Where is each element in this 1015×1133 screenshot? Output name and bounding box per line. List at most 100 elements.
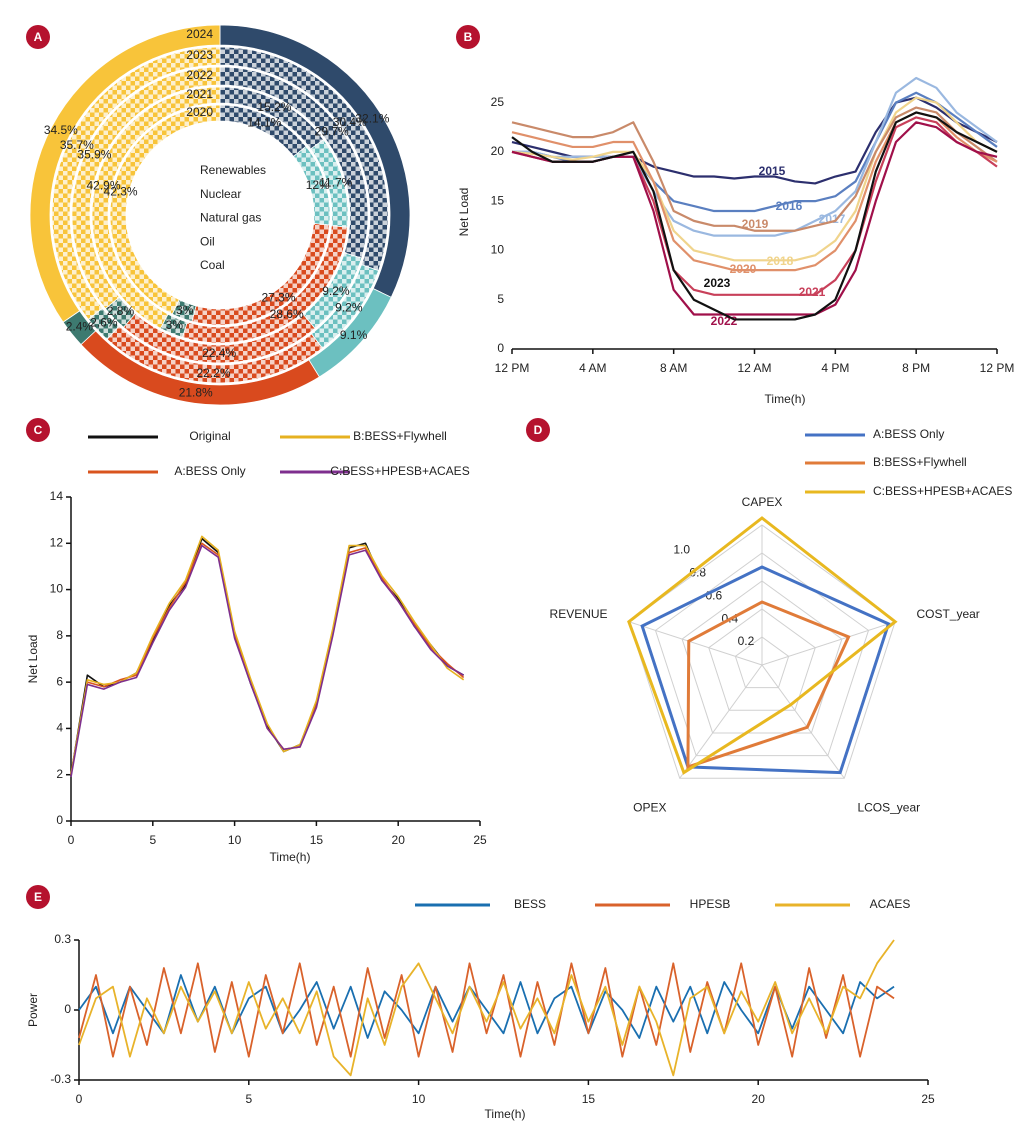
panel-badge — [26, 418, 50, 442]
x-tick-label: 15 — [582, 1092, 596, 1106]
x-tick-label: 8 PM — [902, 361, 930, 375]
y-axis-title: Net Load — [457, 188, 471, 237]
series-line — [78, 939, 895, 1077]
category-label: Nuclear — [200, 187, 241, 201]
y-tick-label: 4 — [56, 721, 63, 735]
segment-label: 35.9% — [77, 148, 111, 162]
series-tag: 2020 — [730, 262, 757, 276]
x-tick-label: 5 — [149, 833, 156, 847]
grid-ring — [654, 552, 870, 757]
panel-letter: D — [534, 423, 543, 437]
segment-label: 2.6% — [90, 316, 118, 330]
segment-label: 9.2% — [322, 284, 350, 298]
y-tick-label: 0 — [56, 813, 63, 827]
series-line — [511, 96, 998, 262]
hatch — [311, 264, 379, 349]
x-tick-label: 25 — [473, 833, 487, 847]
y-tick-label: 8 — [56, 628, 63, 642]
axis-label: REVENUE — [550, 607, 608, 621]
x-axis-title: Time(h) — [485, 1107, 526, 1121]
hatch — [91, 87, 220, 329]
panel-badge — [26, 25, 50, 49]
segment-label: 3% — [166, 318, 184, 332]
segment-label: 29.7% — [315, 124, 349, 138]
panel-letter: C — [34, 423, 43, 437]
hatch — [72, 67, 221, 309]
panel-badge — [26, 885, 50, 909]
y-tick-label: 0 — [64, 1002, 71, 1016]
panel-letter: E — [34, 890, 42, 904]
ring-year: 2024 — [186, 27, 213, 41]
segment-label: 2.4% — [66, 320, 94, 334]
legend-label: B:BESS+Flywhell — [873, 455, 967, 469]
y-tick-label: 0 — [497, 341, 504, 355]
x-tick-label: 12 PM — [980, 361, 1015, 375]
segment-label: 22.2% — [196, 366, 230, 380]
series-tag: 2015 — [759, 164, 786, 178]
r-tick-label: 0.2 — [738, 634, 755, 648]
y-tick-label: 0.3 — [54, 932, 71, 946]
x-tick-label: 8 AM — [660, 361, 687, 375]
x-tick-label: 25 — [921, 1092, 935, 1106]
segment-label: 30.4% — [333, 115, 367, 129]
legend-label: A:BESS Only — [174, 464, 245, 478]
radar-series — [686, 600, 851, 770]
hatch — [172, 299, 197, 322]
segment-label: 2.8% — [107, 304, 135, 318]
y-tick-label: 6 — [56, 674, 63, 688]
donut-segment — [29, 24, 221, 323]
category-label: Coal — [200, 258, 225, 272]
series-line — [511, 111, 998, 321]
panel-badge — [456, 25, 480, 49]
ring-year: 2023 — [186, 48, 213, 62]
segment-label: 14.1% — [247, 115, 281, 129]
series-line — [70, 537, 465, 775]
panel-letter: B — [464, 30, 473, 44]
segment-label: 42.3% — [104, 184, 138, 198]
segment-label: 9.2% — [335, 300, 363, 314]
x-tick-label: 10 — [412, 1092, 426, 1106]
legend-label: HPESB — [690, 897, 731, 911]
segment-label: 32.1% — [355, 111, 389, 125]
ring-year: 2022 — [186, 68, 213, 82]
x-tick-label: 5 — [245, 1092, 252, 1106]
hatch — [52, 47, 221, 320]
legend-label: Original — [189, 429, 230, 443]
y-tick-label: 20 — [491, 144, 505, 158]
hatch — [220, 67, 368, 259]
hatch — [123, 313, 316, 364]
series-tag: 2023 — [704, 276, 731, 290]
x-tick-label: 4 AM — [579, 361, 606, 375]
x-tick-label: 12 AM — [737, 361, 771, 375]
x-tick-label: 12 PM — [495, 361, 530, 375]
series-line — [70, 535, 465, 775]
series-tag: 2018 — [767, 254, 794, 268]
hatch — [182, 225, 348, 343]
y-tick-label: 2 — [56, 767, 63, 781]
segment-label: 22.4% — [202, 346, 236, 360]
grid-ring — [708, 608, 816, 711]
spoke — [761, 621, 896, 666]
series-tag: 2019 — [742, 217, 769, 231]
hatch — [191, 223, 330, 325]
x-tick-label: 20 — [752, 1092, 766, 1106]
category-label: Natural gas — [200, 211, 261, 225]
legend-label: C:BESS+HPESB+ACAES — [330, 464, 469, 478]
category-label: Oil — [200, 234, 215, 248]
donut — [29, 24, 411, 406]
segment-label: 28.6% — [270, 307, 304, 321]
axis-label: OPEX — [633, 801, 666, 815]
legend-label: B:BESS+Flywhell — [353, 429, 447, 443]
y-tick-label: 10 — [50, 582, 64, 596]
segment-label: 9.1% — [340, 328, 368, 342]
grid-ring — [734, 636, 790, 689]
panel-letter: A — [34, 30, 43, 44]
segment-label: 11.7% — [319, 176, 352, 190]
segment-label: 3% — [176, 303, 194, 317]
hatch — [110, 105, 220, 315]
spoke — [679, 664, 763, 779]
segment-label: 34.5% — [44, 123, 78, 137]
hatch — [88, 308, 120, 340]
x-tick-label: 4 PM — [821, 361, 849, 375]
